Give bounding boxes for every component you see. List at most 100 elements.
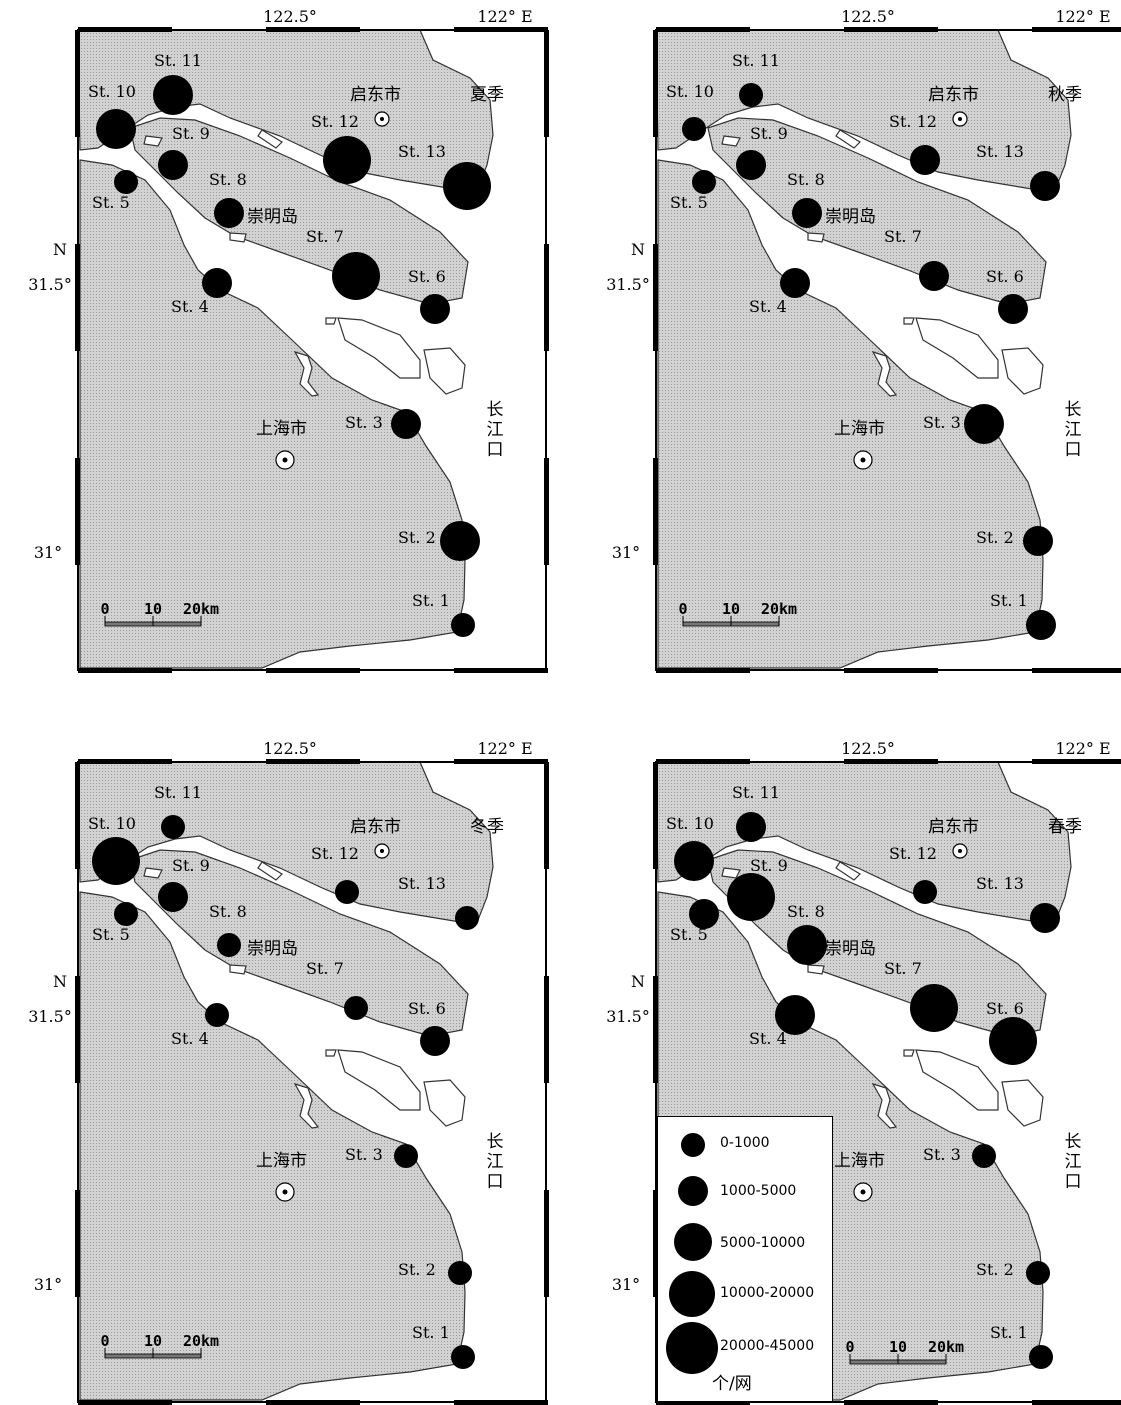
- scale-label: 20km: [761, 600, 797, 618]
- border-tick: [544, 244, 549, 351]
- station-label: St. 10: [88, 814, 136, 833]
- station-dot: [787, 925, 827, 965]
- estuary-label: 长: [1065, 400, 1082, 420]
- border-tick: [75, 30, 80, 137]
- station-label: St. 7: [884, 959, 922, 978]
- sandbar-island: [337, 1049, 421, 1111]
- map-panel-winter: 122.5° 122° E N 31.5° 31° 冬季 启东市 崇明岛 上海市 长江口 0 10 20…: [0, 732, 560, 1405]
- city-label-shanghai: 上海市: [256, 1151, 307, 1171]
- station-label: St. 1: [412, 591, 450, 610]
- station-label: St. 2: [976, 1260, 1014, 1279]
- city-label-qidong: 启东市: [928, 817, 979, 837]
- map-panel-autumn: 122.5° 122° E N 31.5° 31° 秋季 启东市 崇明岛 上海市 长江口 0 10 20…: [578, 0, 1121, 690]
- legend-label: 5000-10000: [720, 1235, 806, 1251]
- station-label: St. 9: [172, 856, 210, 875]
- station-dot: [1026, 610, 1056, 640]
- lat-tick-label: 31.5°: [28, 275, 72, 294]
- station-label: St. 11: [732, 51, 780, 70]
- station-dot: [455, 906, 479, 930]
- scale-label: 0: [100, 1332, 109, 1350]
- border-tick: [653, 458, 658, 565]
- border-tick: [656, 1400, 750, 1405]
- station-dot: [736, 812, 766, 842]
- lon-tick-label: 122.5°: [263, 7, 317, 26]
- season-label: 秋季: [1048, 85, 1082, 105]
- city-marker-dot: [380, 117, 384, 121]
- station-dot: [323, 136, 371, 184]
- city-marker-dot: [380, 849, 384, 853]
- legend-dot: [674, 1223, 712, 1261]
- sandbar-island: [903, 317, 915, 325]
- station-dot: [689, 899, 719, 929]
- station-label: St. 7: [306, 959, 344, 978]
- station-label: St. 13: [976, 874, 1024, 893]
- scale-label: 20km: [928, 1338, 964, 1356]
- border-tick: [653, 1190, 658, 1297]
- island-label-chongming: 崇明岛: [825, 939, 876, 959]
- season-label: 冬季: [470, 817, 504, 837]
- lat-tick-label: 31.5°: [606, 1007, 650, 1026]
- station-dot: [214, 198, 244, 228]
- border-tick: [844, 1400, 938, 1405]
- border-tick: [266, 1400, 360, 1405]
- station-label: St. 9: [750, 124, 788, 143]
- station-dot: [443, 162, 491, 210]
- sandbar-island: [871, 350, 898, 397]
- station-label: St. 4: [749, 297, 787, 316]
- station-label: St. 11: [732, 783, 780, 802]
- station-label: St. 13: [398, 874, 446, 893]
- lon-tick-label: 122° E: [1055, 7, 1110, 26]
- border-tick: [844, 759, 938, 764]
- legend-dot: [681, 1133, 705, 1157]
- lat-tick-label: 31°: [612, 543, 640, 562]
- border-tick: [454, 668, 548, 673]
- sandbar-island: [337, 317, 421, 379]
- station-dot: [736, 150, 766, 180]
- station-dot: [674, 841, 714, 881]
- city-marker-dot: [860, 1189, 866, 1195]
- station-label: St. 4: [171, 297, 209, 316]
- station-dot: [682, 117, 706, 141]
- estuary-label: 江: [487, 420, 504, 440]
- station-dot: [919, 261, 949, 291]
- station-dot: [448, 1261, 472, 1285]
- station-dot: [989, 1017, 1037, 1065]
- station-label: St. 10: [666, 82, 714, 101]
- station-label: St. 8: [209, 170, 247, 189]
- border-tick: [844, 27, 938, 32]
- station-label: St. 3: [923, 413, 961, 432]
- station-dot: [114, 902, 138, 926]
- scale-label: 10: [144, 600, 162, 618]
- station-dot: [913, 880, 937, 904]
- lon-tick-label: 122.5°: [841, 739, 895, 758]
- border-tick: [75, 244, 80, 351]
- city-marker-dot: [282, 1189, 288, 1195]
- legend-box: 0-1000 1000-5000 5000-10000 10000-20000 …: [657, 1116, 833, 1402]
- scale-label: 0: [100, 600, 109, 618]
- sandbar-island: [915, 317, 999, 379]
- station-label: St. 8: [787, 170, 825, 189]
- station-label: St. 2: [398, 1260, 436, 1279]
- legend-label: 10000-20000: [720, 1285, 815, 1301]
- border-tick: [78, 1400, 172, 1405]
- estuary-label: 长: [1065, 1132, 1082, 1152]
- scale-label: 20km: [183, 600, 219, 618]
- sandbar-island: [143, 867, 163, 879]
- station-dot: [792, 198, 822, 228]
- lat-tick-label: 31°: [612, 1275, 640, 1294]
- city-marker-dot: [958, 117, 962, 121]
- border-tick: [653, 762, 658, 869]
- border-tick: [544, 976, 549, 1083]
- station-dot: [394, 1144, 418, 1168]
- station-label: St. 1: [990, 1323, 1028, 1342]
- border-tick: [1032, 27, 1121, 32]
- station-dot: [205, 1003, 229, 1027]
- estuary-label: 江: [487, 1152, 504, 1172]
- border-tick: [1032, 759, 1121, 764]
- legend-dot: [669, 1271, 715, 1317]
- station-dot: [332, 252, 380, 300]
- north-label: N: [53, 972, 67, 991]
- station-label: St. 1: [990, 591, 1028, 610]
- station-label: St. 8: [787, 902, 825, 921]
